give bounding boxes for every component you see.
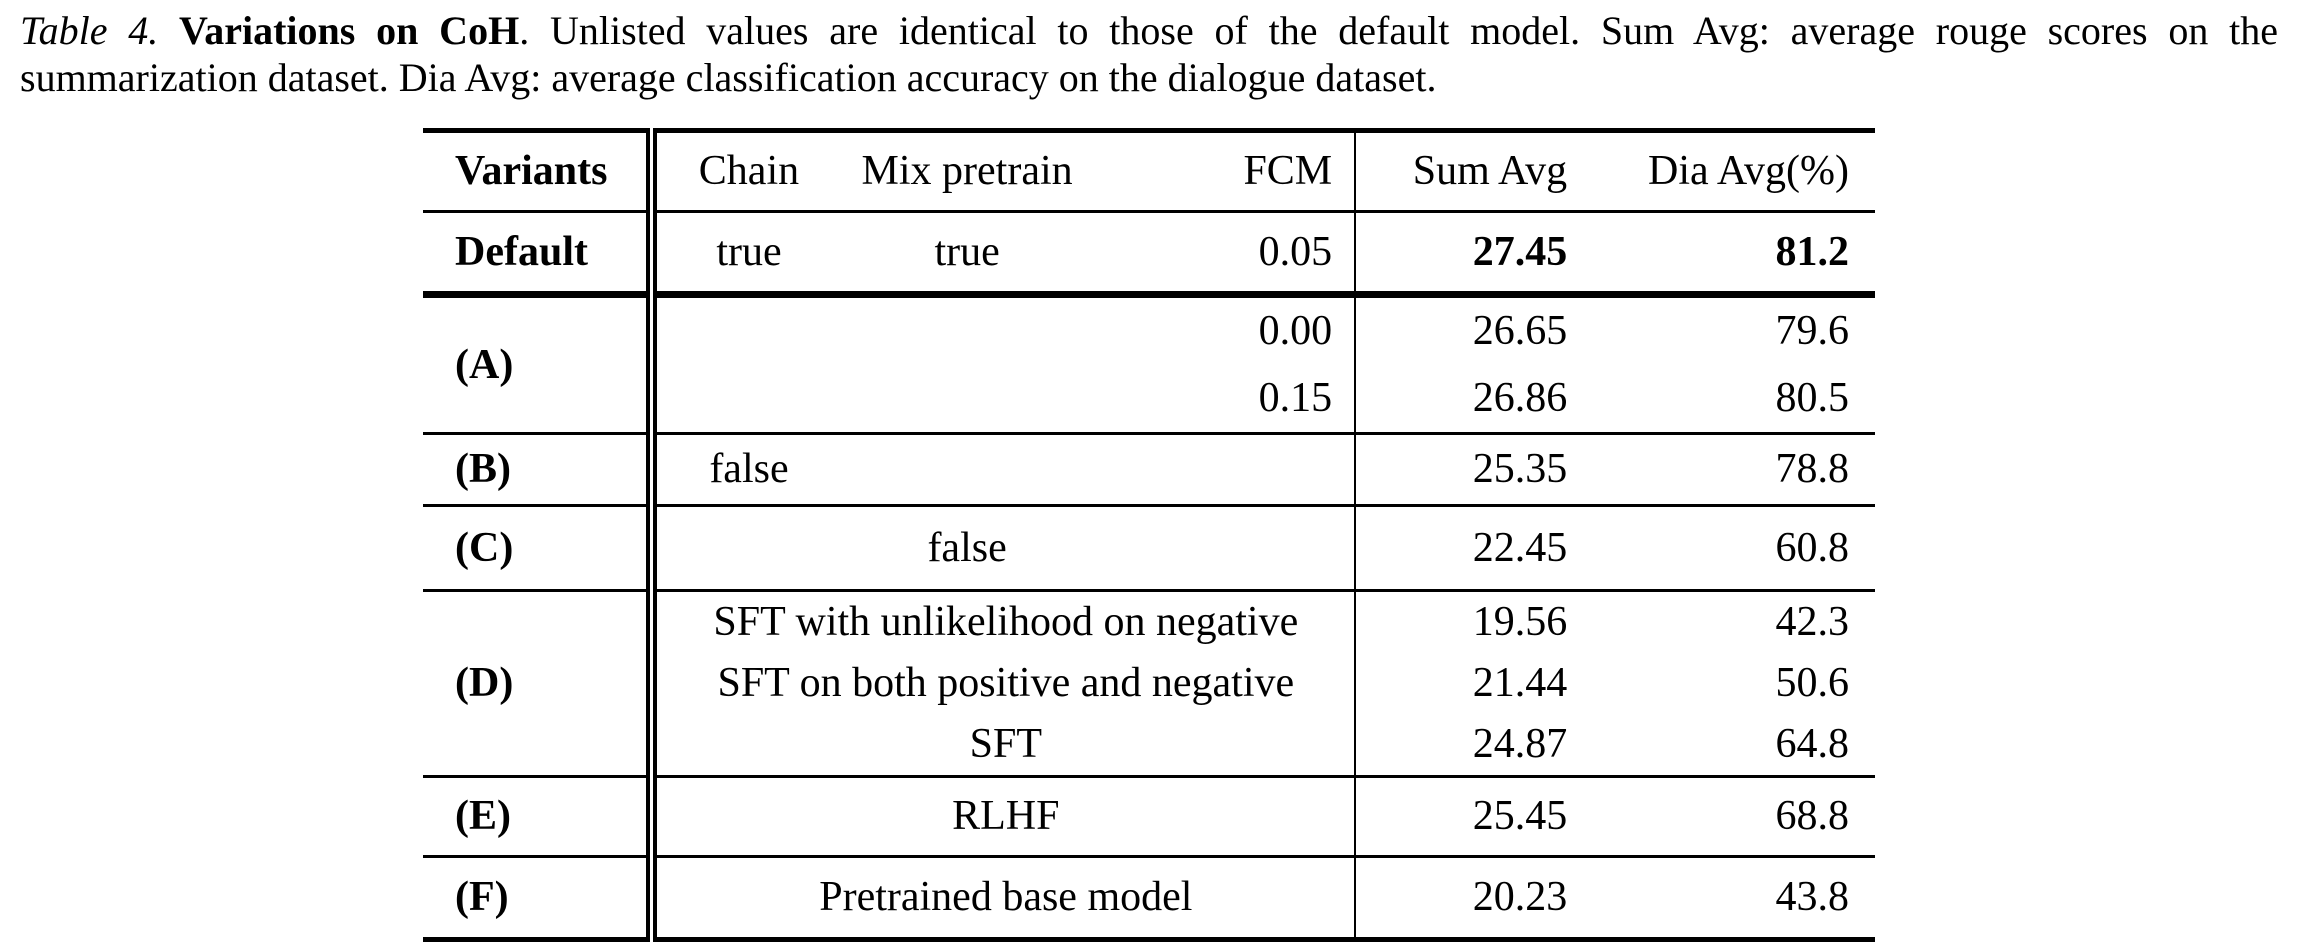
method-description: Pretrained base model (651, 856, 1357, 940)
group-f: (F) Pretrained base model 20.23 43.8 (423, 856, 1875, 940)
variant-label: (A) (423, 294, 658, 434)
method-description: SFT on both positive and negative (651, 652, 1357, 714)
dia-avg-value: 78.8 (1775, 446, 1850, 493)
empty-cell (1093, 505, 1357, 591)
empty-cell (840, 433, 1093, 505)
table-row-a-1: (A) 0.00 26.65 79.6 (423, 294, 1875, 434)
group-c: (C) false 22.45 60.8 (423, 505, 1875, 591)
fcm-value: 0.05 (1093, 211, 1357, 295)
table-row-c: (C) false 22.45 60.8 (423, 505, 1875, 591)
sum-avg-value: 26.65 (1472, 308, 1568, 355)
col-header-chain: Chain (698, 148, 800, 195)
empty-cell (652, 365, 840, 434)
variant-label: (E) (423, 776, 658, 857)
empty-cell (652, 294, 840, 365)
fcm-value: 0.15 (1093, 364, 1357, 434)
sum-avg-value: 22.45 (1472, 524, 1568, 571)
method-description: SFT with unlikelihood on negative (651, 590, 1357, 653)
table-row-b: (B) false 25.35 78.8 (423, 433, 1875, 506)
dia-avg-value: 81.2 (1775, 228, 1850, 275)
dia-avg-value: 50.6 (1775, 660, 1850, 707)
dia-avg-value: 80.5 (1775, 375, 1850, 422)
group-default: Default true true 0.05 27.45 81.2 (423, 211, 1875, 295)
dia-avg-value: 64.8 (1775, 721, 1850, 768)
group-e: (E) RLHF 25.45 68.8 (423, 776, 1875, 857)
dia-avg-value: 60.8 (1775, 524, 1850, 571)
method-description: SFT (651, 713, 1357, 777)
empty-cell (652, 505, 840, 590)
table-caption: Table 4. Variations on CoH. Unlisted val… (0, 0, 2298, 102)
table-row-e: (E) RLHF 25.45 68.8 (423, 776, 1875, 857)
empty-cell (1093, 433, 1357, 506)
dia-avg-value: 42.3 (1775, 599, 1850, 646)
caption-label: Table 4. (20, 8, 159, 53)
mix-pretrain-value: true (934, 228, 1000, 275)
group-a: (A) 0.00 26.65 79.6 0.15 26.86 80.5 (423, 294, 1875, 434)
sum-avg-value: 21.44 (1472, 660, 1568, 707)
mix-pretrain-value: false (927, 524, 1007, 571)
col-header-dia-avg: Dia Avg(%) (1648, 148, 1849, 195)
chain-value: true (716, 228, 782, 275)
table-row-d-3: SFT 24.87 64.8 (423, 713, 1875, 777)
variant-label: (C) (423, 505, 658, 591)
caption-title: Variations on CoH (179, 8, 520, 53)
sum-avg-value: 19.56 (1472, 599, 1568, 646)
results-table: Variants Chain Mix pretrain FCM Sum Avg … (423, 127, 1875, 942)
method-description: RLHF (651, 776, 1357, 857)
table-header: Variants Chain Mix pretrain FCM Sum Avg … (423, 130, 1875, 212)
group-b: (B) false 25.35 78.8 (423, 433, 1875, 506)
table-row-d-1: (D) SFT with unlikelihood on negative 19… (423, 590, 1875, 777)
chain-value: false (709, 446, 789, 493)
table-row-d-2: SFT on both positive and negative 21.44 … (423, 652, 1875, 714)
variant-label: Default (423, 211, 658, 295)
header-row: Variants Chain Mix pretrain FCM Sum Avg … (423, 130, 1875, 212)
sum-avg-value: 26.86 (1472, 375, 1568, 422)
table-row-f: (F) Pretrained base model 20.23 43.8 (423, 856, 1875, 940)
dia-avg-value: 43.8 (1775, 874, 1850, 921)
sum-avg-value: 25.45 (1472, 793, 1568, 840)
col-header-fcm: FCM (1093, 130, 1357, 212)
table-row-a-2: 0.15 26.86 80.5 (423, 364, 1875, 434)
empty-cell (840, 294, 1093, 365)
sum-avg-value: 25.35 (1472, 446, 1568, 493)
dia-avg-value: 79.6 (1775, 308, 1850, 355)
fcm-value: 0.00 (1093, 294, 1357, 365)
group-d: (D) SFT with unlikelihood on negative 19… (423, 590, 1875, 777)
empty-cell (840, 365, 1093, 434)
col-header-sum-avg: Sum Avg (1412, 148, 1568, 195)
variant-label: (D) (423, 590, 658, 777)
sum-avg-value: 24.87 (1472, 721, 1568, 768)
caption-body: . Unlisted values are identical to those… (20, 8, 2279, 100)
variant-label: (B) (423, 433, 658, 506)
dia-avg-value: 68.8 (1775, 793, 1850, 840)
sum-avg-value: 27.45 (1472, 228, 1568, 275)
sum-avg-value: 20.23 (1472, 874, 1568, 921)
col-header-variants: Variants (423, 130, 658, 212)
table-row-default: Default true true 0.05 27.45 81.2 (423, 211, 1875, 295)
variant-label: (F) (423, 856, 658, 940)
col-header-mix-pretrain: Mix pretrain (861, 148, 1073, 195)
